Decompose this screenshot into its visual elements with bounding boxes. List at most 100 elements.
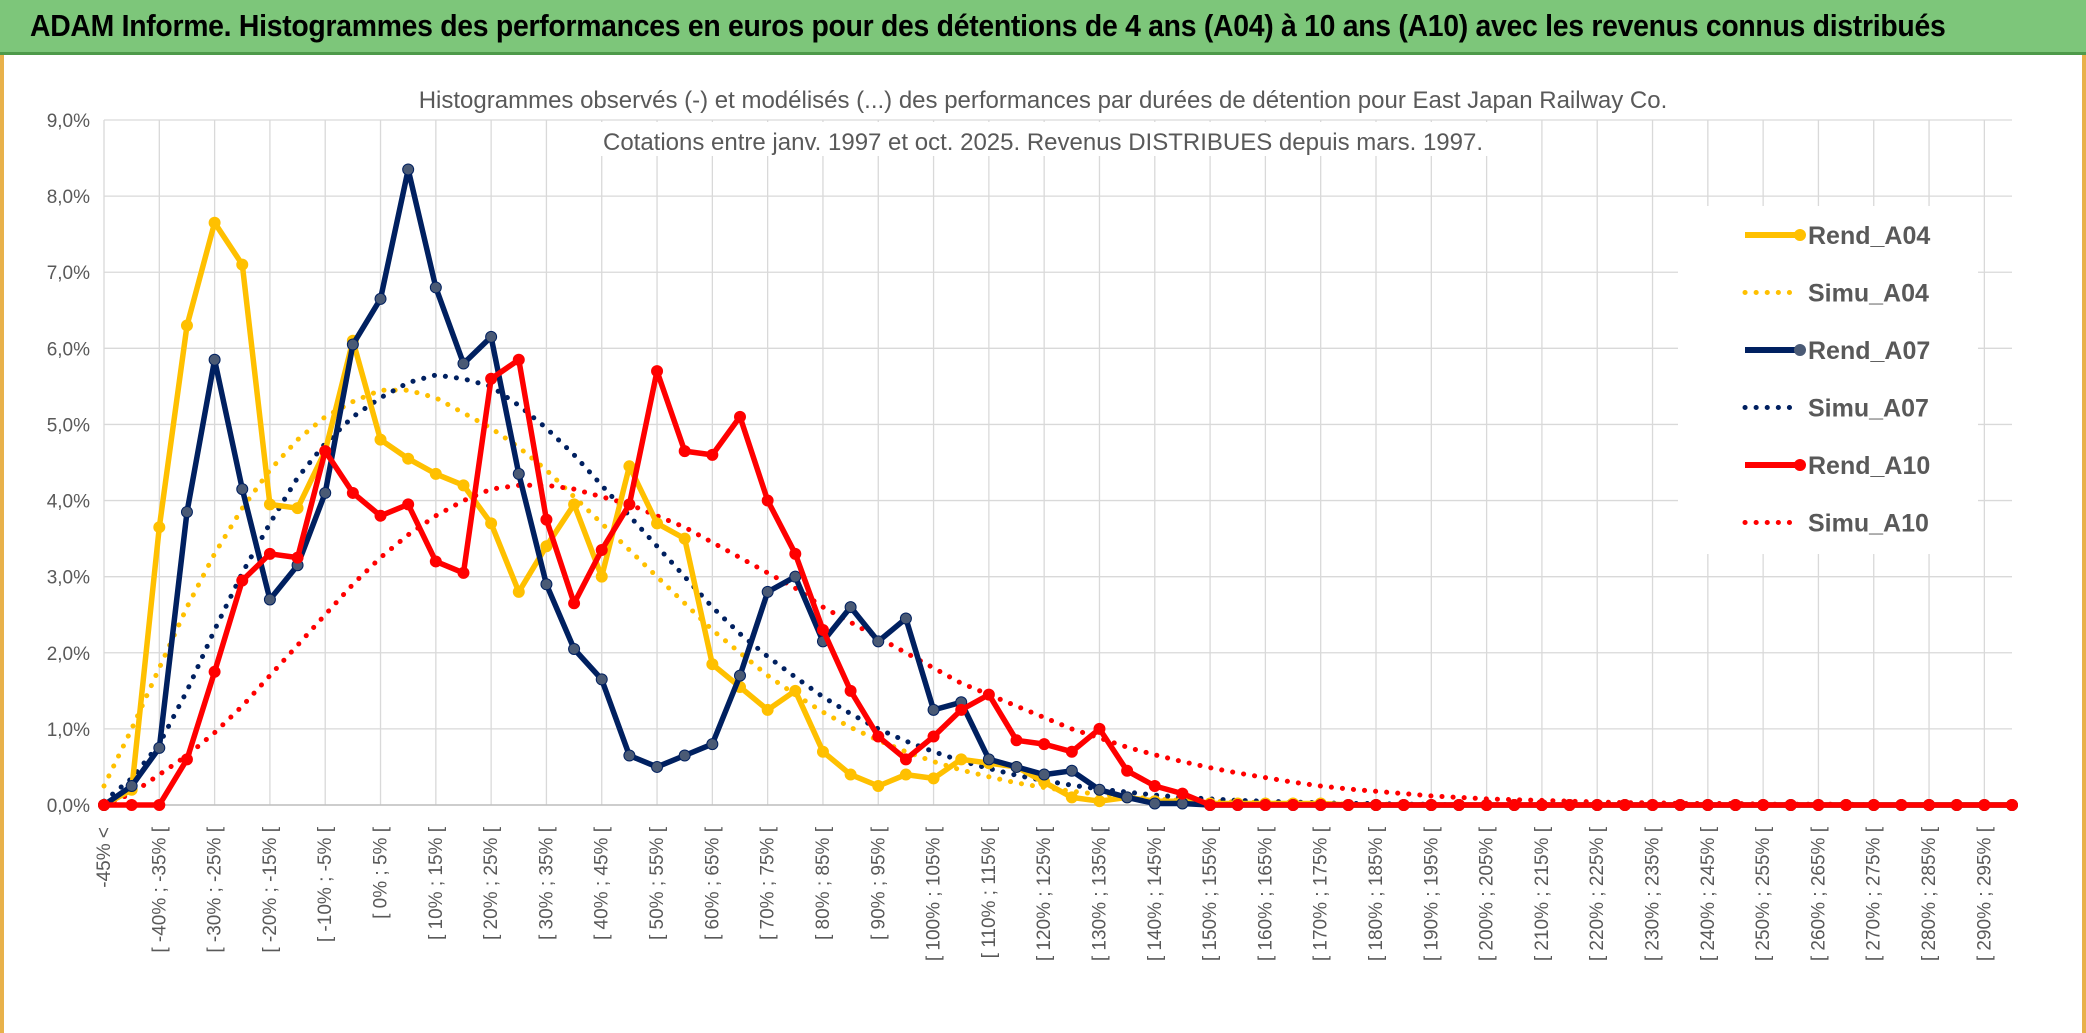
data-point-rend-a07 [595, 673, 608, 686]
data-point-rend-a10 [1480, 799, 1493, 811]
data-point-rend-a10 [816, 623, 829, 636]
data-point-rend-a07 [374, 292, 387, 305]
data-point-rend-a10 [125, 799, 138, 811]
data-point-rend-a04 [402, 452, 415, 465]
data-point-rend-a10 [1204, 799, 1217, 811]
data-point-rend-a07 [429, 281, 442, 294]
data-point-rend-a10 [98, 799, 110, 811]
legend-label-simu-a07: Simu_A07 [1808, 395, 1929, 423]
data-point-rend-a07 [1176, 797, 1189, 810]
data-point-rend-a10 [153, 799, 166, 811]
data-point-rend-a07 [789, 570, 802, 583]
data-point-rend-a10 [955, 703, 968, 716]
x-tick-label: [ 140% ; 145% [ [1145, 826, 1166, 961]
y-tick-label: 3,0% [47, 568, 90, 589]
data-point-rend-a07 [706, 738, 719, 751]
data-point-rend-a07 [153, 741, 166, 754]
y-tick-label: 6,0% [47, 339, 90, 360]
data-point-rend-a10 [1618, 799, 1631, 811]
data-point-rend-a04 [429, 467, 442, 480]
data-point-rend-a10 [595, 544, 608, 557]
data-point-rend-a04 [180, 319, 193, 332]
data-point-rend-a10 [1038, 738, 1051, 751]
data-point-rend-a10 [982, 688, 995, 701]
data-point-rend-a07 [899, 612, 912, 625]
legend-label-simu-a10: Simu_A10 [1808, 510, 1929, 538]
x-tick-label: [ 270% ; 275% [ [1864, 826, 1885, 961]
legend-label-rend-a10: Rend_A10 [1808, 452, 1930, 480]
data-point-rend-a10 [872, 730, 885, 743]
x-tick-label: [ 180% ; 185% [ [1366, 826, 1387, 961]
data-point-rend-a10 [1923, 799, 1936, 811]
data-point-rend-a10 [1950, 799, 1963, 811]
data-point-rend-a10 [540, 513, 553, 526]
y-tick-label: 9,0% [47, 111, 90, 132]
chart-title-line-2: Cotations entre janv. 1997 et oct. 2025.… [603, 129, 1483, 156]
data-point-rend-a10 [1287, 799, 1300, 811]
x-tick-label: [ -30% ; -25% [ [205, 826, 226, 952]
x-tick-label: [ 30% ; 35% [ [536, 826, 557, 940]
x-tick-label: [ 60% ; 65% [ [702, 826, 723, 940]
data-point-rend-a10 [568, 597, 581, 610]
data-point-rend-a04 [844, 768, 857, 781]
data-point-rend-a07 [512, 467, 525, 480]
x-tick-label: [ 0% ; 5% [ [371, 826, 392, 919]
x-tick-label: -45% < [94, 827, 115, 888]
x-tick-label: [ 240% ; 245% [ [1698, 826, 1719, 961]
data-point-rend-a10 [623, 498, 636, 511]
y-tick-label: 1,0% [47, 720, 90, 741]
data-point-rend-a04 [623, 460, 636, 473]
data-point-rend-a10 [1535, 799, 1548, 811]
y-tick-label: 8,0% [47, 187, 90, 208]
x-tick-label: [ 150% ; 155% [ [1200, 826, 1221, 961]
report-title: ADAM Informe. Histogrammes des performan… [30, 8, 1946, 43]
x-tick-label: [ 40% ; 45% [ [592, 826, 613, 940]
x-tick-label: [ 290% ; 295% [ [1974, 826, 1995, 961]
data-point-rend-a04 [1093, 795, 1106, 808]
x-tick-label: [ -40% ; -35% [ [149, 826, 170, 952]
data-point-rend-a04 [485, 517, 498, 530]
chart-frame [0, 55, 2086, 1033]
data-point-rend-a10 [1397, 799, 1410, 811]
data-point-rend-a07 [1065, 764, 1078, 777]
data-point-rend-a04 [540, 540, 553, 553]
legend-marker-rend-a04 [1794, 229, 1806, 241]
data-point-rend-a10 [512, 353, 525, 366]
x-tick-label: [ 90% ; 95% [ [868, 826, 889, 940]
data-point-rend-a07 [457, 357, 470, 370]
data-point-rend-a10 [927, 730, 940, 743]
x-tick-label: [ 10% ; 15% [ [426, 826, 447, 940]
data-point-rend-a10 [734, 410, 746, 423]
data-point-rend-a10 [1259, 799, 1272, 811]
series-line-simu-a07 [101, 372, 2015, 808]
data-point-rend-a10 [1757, 799, 1770, 811]
data-point-rend-a10 [1148, 779, 1161, 792]
data-point-rend-a10 [1674, 799, 1687, 811]
data-point-rend-a04 [816, 745, 829, 758]
data-point-rend-a07 [125, 779, 138, 792]
x-tick-label: [ 170% ; 175% [ [1311, 826, 1332, 961]
data-point-rend-a04 [955, 753, 968, 766]
data-point-rend-a07 [651, 760, 664, 773]
x-tick-label: [ 100% ; 105% [ [924, 826, 945, 961]
data-point-rend-a04 [651, 517, 664, 530]
legend-label-simu-a04: Simu_A04 [1808, 280, 1929, 308]
data-point-rend-a10 [706, 448, 719, 461]
x-tick-label: [ 210% ; 215% [ [1532, 826, 1553, 961]
y-tick-label: 7,0% [47, 263, 90, 284]
data-point-rend-a10 [1010, 734, 1023, 747]
data-point-rend-a04 [761, 703, 774, 716]
x-tick-label: [ 120% ; 125% [ [1034, 826, 1055, 961]
data-point-rend-a10 [1784, 799, 1797, 811]
data-point-rend-a04 [236, 258, 249, 271]
data-point-rend-a07 [485, 330, 498, 343]
data-point-rend-a10 [291, 551, 304, 564]
data-point-rend-a10 [319, 445, 332, 458]
data-point-rend-a10 [457, 566, 470, 579]
data-point-rend-a10 [1812, 799, 1825, 811]
data-point-rend-a04 [291, 502, 304, 515]
legend-marker-rend-a10 [1794, 459, 1806, 471]
x-tick-label: [ 160% ; 165% [ [1255, 826, 1276, 961]
data-point-rend-a07 [844, 601, 857, 614]
